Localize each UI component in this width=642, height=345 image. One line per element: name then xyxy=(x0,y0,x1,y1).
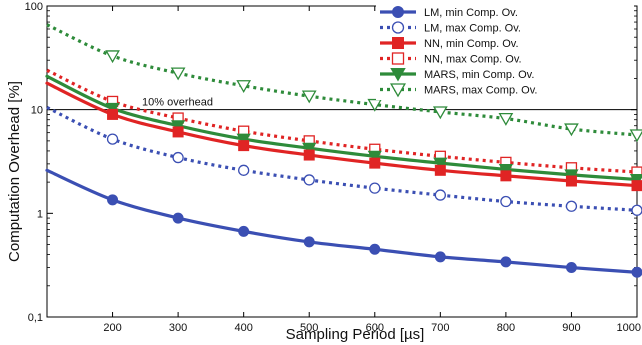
y-tick-label: 100 xyxy=(25,1,43,13)
data-point xyxy=(500,256,512,268)
legend-entry: MARS, max Comp. Ov. xyxy=(424,85,537,97)
data-point xyxy=(238,164,250,176)
data-point xyxy=(629,174,642,187)
data-point xyxy=(107,194,119,206)
data-point xyxy=(236,80,252,94)
series-line xyxy=(45,168,639,274)
data-point xyxy=(302,142,317,156)
data-point xyxy=(105,50,120,64)
data-point xyxy=(434,164,446,176)
series-mars-max-comp-ov xyxy=(46,23,642,143)
x-tick-label: 1000 xyxy=(617,322,641,334)
data-point xyxy=(629,129,642,143)
data-point xyxy=(170,120,186,133)
data-point xyxy=(565,175,577,187)
data-point xyxy=(369,243,381,255)
x-tick-label: 800 xyxy=(497,322,515,334)
data-point xyxy=(369,182,381,194)
data-point xyxy=(498,163,514,177)
data-point xyxy=(565,262,577,274)
series-mars-min-comp-ov xyxy=(45,74,642,187)
data-point xyxy=(564,123,579,137)
x-tick-label: 700 xyxy=(431,322,449,334)
data-point xyxy=(106,133,119,145)
x-tick-label: 300 xyxy=(169,322,187,334)
data-point xyxy=(369,157,381,169)
data-point xyxy=(367,98,383,112)
data-point xyxy=(631,204,642,216)
data-point xyxy=(170,67,186,81)
legend-entry: NN, max Comp. Ov. xyxy=(424,54,522,66)
series-lm-min-comp-ov xyxy=(45,168,642,278)
plot-area: 0,1 1 10 100 200 300 400 500 600 700 800 900 1000 10%… xyxy=(25,1,642,334)
legend-swatch-marker xyxy=(391,21,405,34)
data-point xyxy=(433,157,448,171)
series-lm-max-comp-ov xyxy=(46,106,642,216)
data-point xyxy=(631,180,642,192)
legend-entry: LM, max Comp. Ov. xyxy=(424,23,521,35)
data-point xyxy=(172,212,184,224)
data-point xyxy=(500,170,512,182)
data-point xyxy=(105,102,120,116)
y-tick-label: 1 xyxy=(37,208,43,220)
data-point xyxy=(631,266,642,278)
legend-background xyxy=(376,4,634,100)
series-line xyxy=(46,68,638,174)
data-point xyxy=(301,90,317,104)
plot-frame xyxy=(46,5,638,318)
series-line xyxy=(46,23,638,137)
data-point xyxy=(498,112,514,126)
data-point xyxy=(303,174,315,186)
data-point xyxy=(434,251,446,263)
x-tick-label: 400 xyxy=(234,322,252,334)
legend: LM, min Comp. Ov. LM, max Comp. Ov. NN, mi… xyxy=(376,4,634,100)
legend-entry: LM, min Comp. Ov. xyxy=(424,7,518,19)
data-point xyxy=(564,169,579,182)
data-point xyxy=(236,133,251,147)
series-line xyxy=(45,74,639,182)
series-line xyxy=(45,81,639,188)
data-point xyxy=(434,189,446,201)
data-point xyxy=(238,140,250,152)
legend-entry: NN, min Comp. Ov. xyxy=(424,38,519,50)
series-nn-min-comp-ov xyxy=(45,81,642,192)
data-point xyxy=(565,200,578,212)
x-tick-label: 500 xyxy=(300,322,318,334)
data-point xyxy=(500,195,512,208)
data-point xyxy=(172,126,184,138)
series-line xyxy=(46,106,638,212)
data-point xyxy=(367,150,382,164)
legend-swatch-marker xyxy=(392,37,404,49)
data-point xyxy=(172,151,184,164)
data-point xyxy=(303,236,315,248)
legend-swatch-marker xyxy=(392,6,404,18)
data-point xyxy=(238,225,250,237)
legend-swatch-marker xyxy=(391,52,405,65)
legend-swatch-marker xyxy=(390,68,406,82)
data-point xyxy=(107,108,119,120)
x-tick-label: 600 xyxy=(366,322,384,334)
x-tick-label: 200 xyxy=(103,322,121,334)
reference-line-label: 10% overhead xyxy=(142,97,213,109)
y-tick-label: 10 xyxy=(31,105,43,117)
data-point xyxy=(303,149,315,161)
x-axis-label: Sampling Period [µs] xyxy=(286,326,425,343)
y-axis-label: Computation Overhead [%] xyxy=(6,81,23,262)
y-tick-label: 0,1 xyxy=(28,312,43,324)
x-tick-label: 900 xyxy=(562,322,580,334)
legend-entry: MARS, min Comp. Ov. xyxy=(424,69,534,81)
data-point xyxy=(432,106,448,120)
legend-swatch-marker xyxy=(390,83,406,98)
